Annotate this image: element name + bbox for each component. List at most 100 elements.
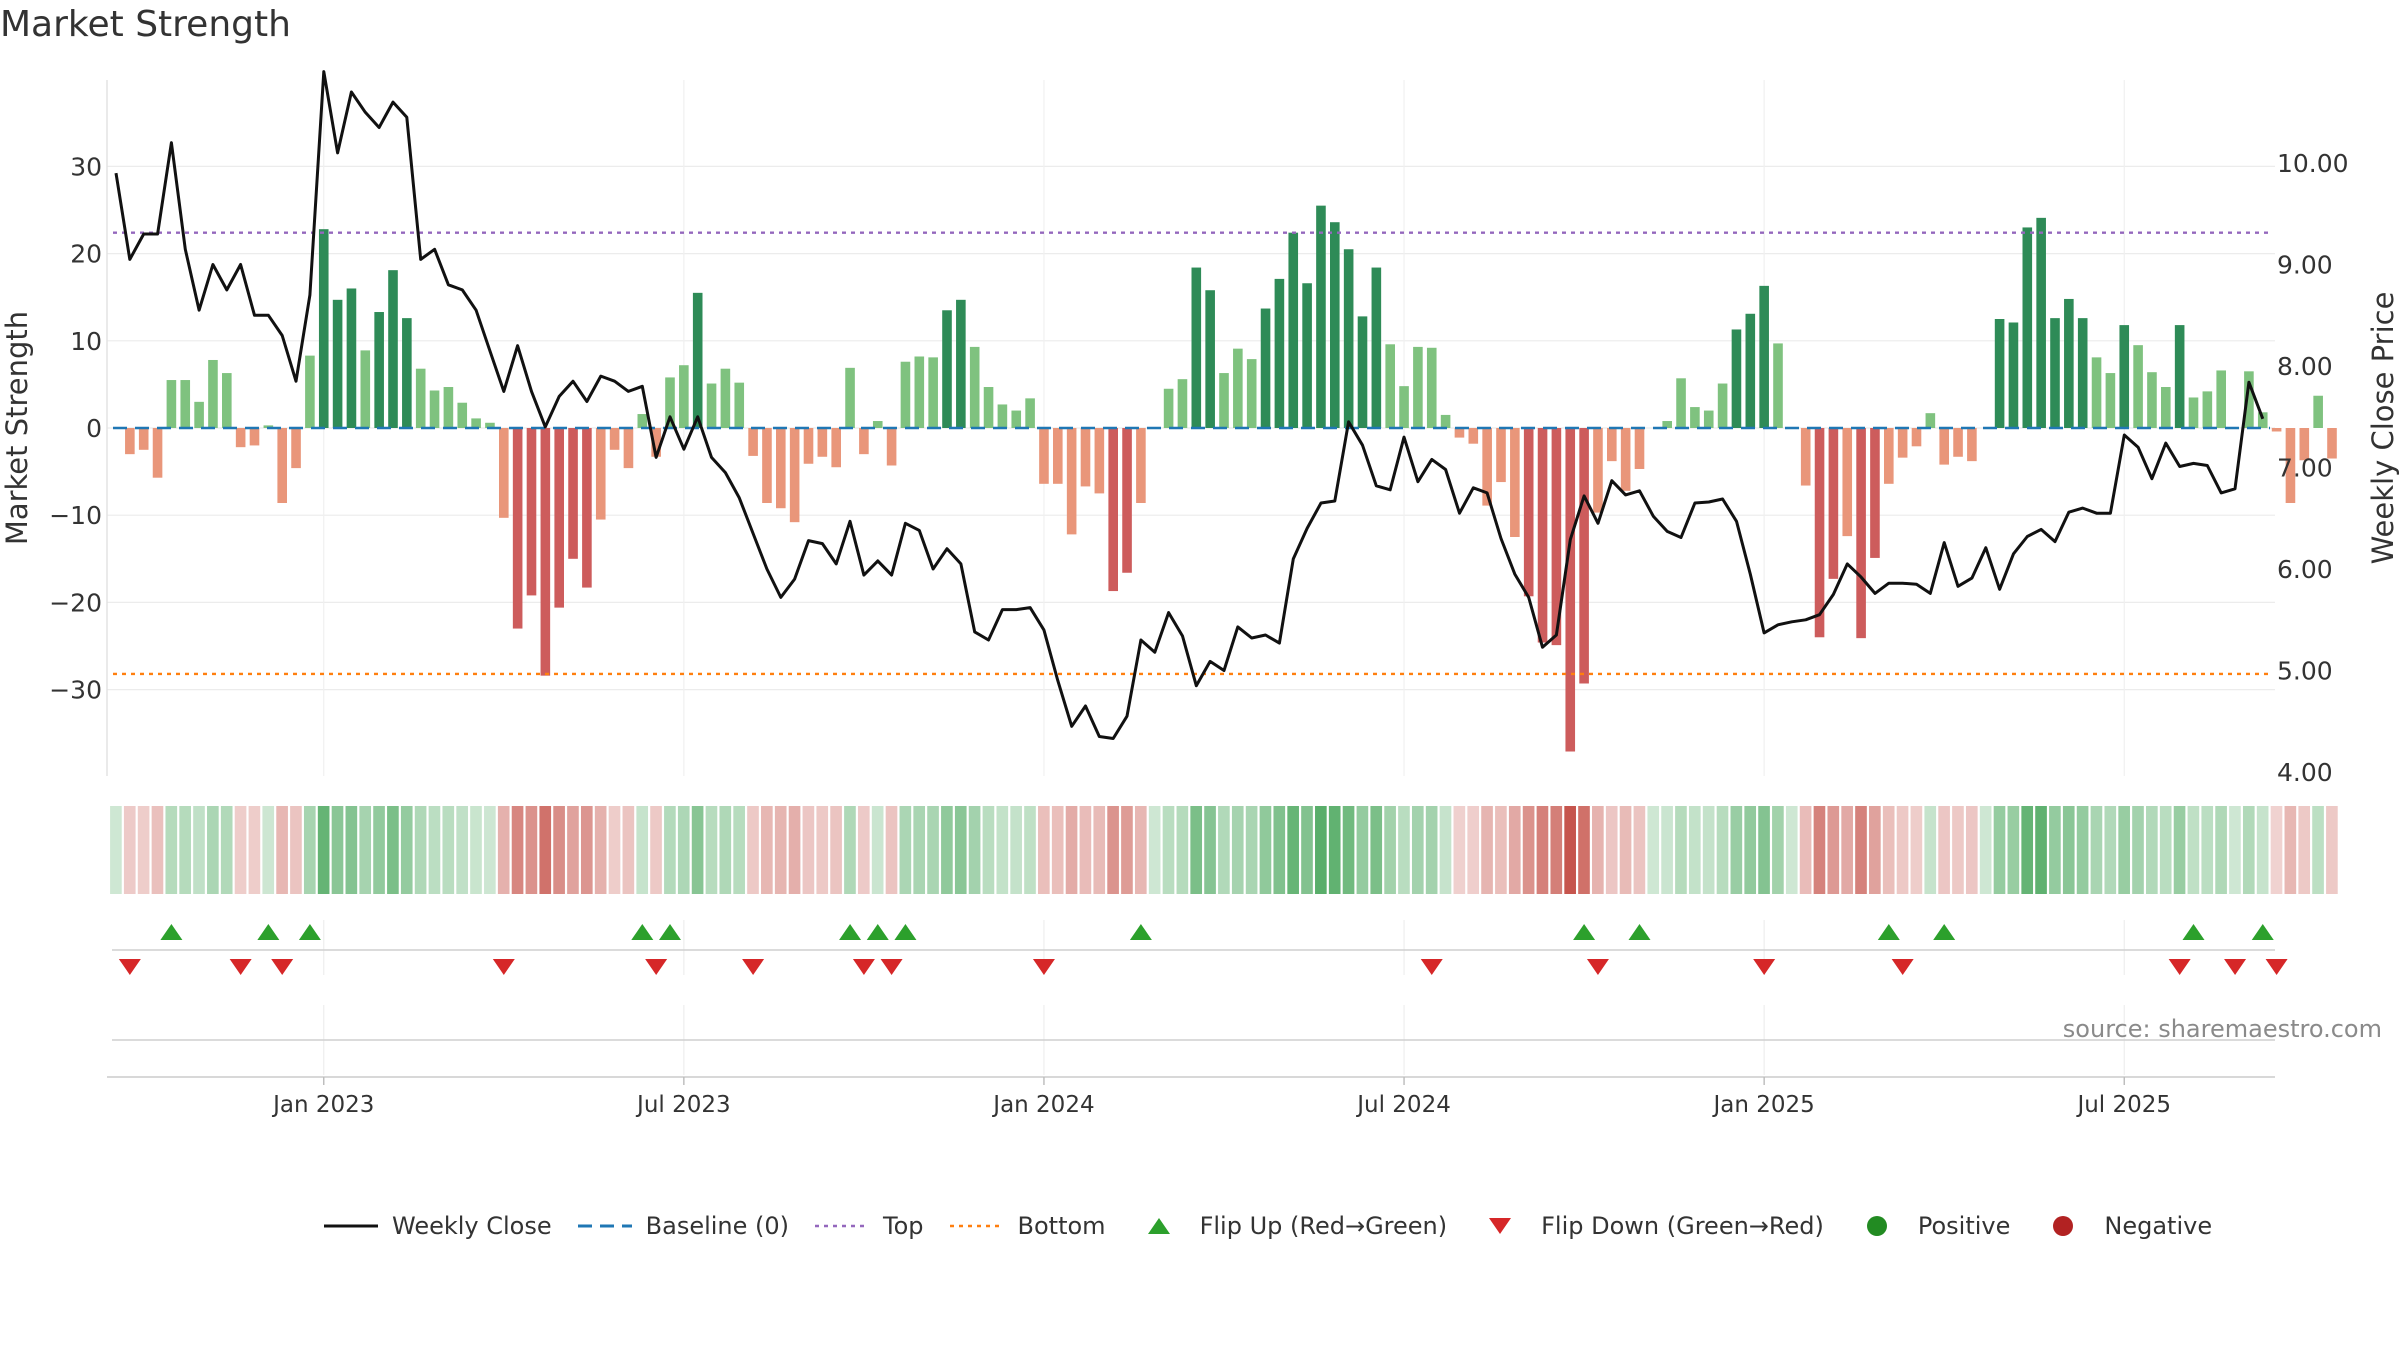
strip-cell	[1578, 806, 1590, 894]
flip-up-marker	[2251, 924, 2274, 940]
y2-tick-label: 7.00	[2277, 454, 2333, 483]
strip-cell	[1522, 806, 1535, 894]
legend-item-positive: Positive	[1846, 1211, 2010, 1241]
strength-bar	[2327, 428, 2337, 459]
strength-bar	[1662, 421, 1672, 428]
flip-up-marker	[1628, 924, 1651, 940]
strip-cell	[484, 806, 496, 894]
strip-cell	[1204, 806, 1216, 894]
strength-bar	[734, 382, 745, 428]
strip-cell	[1661, 806, 1673, 894]
strip-cell	[1453, 806, 1466, 894]
strength-bar	[1482, 428, 1492, 506]
strength-bar	[2285, 428, 2296, 503]
strength-bar	[1814, 428, 1825, 638]
strength-bar	[1884, 428, 1894, 484]
flip-up-marker	[839, 924, 862, 940]
strength-bar	[318, 229, 329, 428]
strength-bar	[595, 428, 606, 520]
strip-cell	[1979, 806, 1992, 894]
strength-bar	[1496, 428, 1506, 483]
strip-cell	[220, 806, 233, 894]
strength-bar	[1205, 290, 1215, 428]
strip-cell	[941, 806, 953, 894]
strength-bar	[803, 428, 814, 464]
strip-cell	[373, 806, 385, 894]
strength-bar	[2036, 217, 2046, 428]
flip-up-marker	[1933, 924, 1956, 940]
strip-cell	[2118, 806, 2130, 894]
legend-label: Negative	[2104, 1212, 2213, 1240]
flip-up-marker	[1573, 924, 1596, 940]
y2-axis-title: Weekly Close Price	[2366, 292, 2400, 565]
strip-cell	[1010, 806, 1022, 894]
flip-down-marker	[1753, 959, 1776, 975]
legend-item-negative: Negative	[2032, 1211, 2212, 1241]
strip-cell	[1965, 806, 1978, 894]
strip-cell	[1702, 806, 1715, 894]
strip-cell	[691, 806, 704, 894]
strip-cell	[1065, 806, 1078, 894]
strength-bar	[471, 418, 481, 428]
strip-cell	[414, 806, 427, 894]
strip-cell	[1038, 806, 1050, 894]
strip-cell	[802, 806, 815, 894]
strip-cell	[871, 806, 884, 894]
strength-bar	[1510, 428, 1520, 537]
strength-bar	[1607, 428, 1617, 462]
strip-cell	[1467, 806, 1480, 894]
y-axis-title: Market Strength	[0, 311, 34, 545]
strip-cell	[636, 806, 649, 894]
strip-cell	[1398, 806, 1410, 894]
strength-bar	[1136, 428, 1146, 503]
strip-cell	[1896, 806, 1909, 894]
strength-bar	[2091, 357, 2102, 428]
strength-bar	[623, 428, 634, 469]
strength-bar	[983, 387, 994, 428]
strength-bar	[2050, 318, 2060, 428]
strength-bar	[526, 428, 537, 596]
strip-cell	[165, 806, 178, 894]
strip-cell	[857, 806, 870, 894]
source-label: source: sharemaestro.com	[2062, 1015, 2382, 1043]
strip-cell	[387, 806, 399, 894]
flip-down-marker	[1032, 959, 1055, 975]
strength-bar	[1925, 413, 1936, 428]
x-tick-label: Jul 2024	[1355, 1092, 1451, 1118]
strip-cell	[1134, 806, 1147, 894]
strength-bar	[776, 428, 786, 509]
strip-cell	[2049, 806, 2061, 894]
strength-bar	[762, 428, 772, 503]
strength-bar	[1620, 428, 1631, 491]
flip-down-marker	[1420, 959, 1443, 975]
strip-cell	[1384, 806, 1396, 894]
dotted-line-icon	[946, 1211, 1008, 1241]
strength-bar	[194, 401, 204, 428]
strength-bar	[1039, 428, 1049, 484]
x-tick-label: Jan 2025	[1711, 1092, 1814, 1118]
strength-bar	[1939, 428, 1949, 465]
strength-bar	[443, 387, 454, 428]
strength-bar	[346, 288, 357, 428]
y2-tick-label: 10.00	[2277, 149, 2349, 178]
strength-bar	[1870, 428, 1880, 558]
strip-cell	[2090, 806, 2103, 894]
strength-bar	[277, 428, 287, 503]
strip-cell	[1813, 806, 1826, 894]
strip-cell	[428, 806, 441, 894]
strip-cell	[553, 806, 565, 894]
strength-bar	[1537, 428, 1548, 643]
strength-bar	[138, 428, 149, 450]
x-tick-label: Jul 2023	[635, 1092, 731, 1118]
strength-bar	[1302, 283, 1312, 428]
strength-bar	[1288, 232, 1299, 428]
strength-bar	[305, 355, 315, 428]
strip-cell	[705, 806, 718, 894]
strip-cell	[1785, 806, 1798, 894]
strength-bar	[1343, 249, 1354, 428]
strength-bar	[1454, 428, 1465, 438]
strip-cell	[525, 806, 538, 894]
strength-bar	[208, 359, 218, 428]
strip-cell	[594, 806, 607, 894]
strength-bar	[831, 428, 841, 468]
